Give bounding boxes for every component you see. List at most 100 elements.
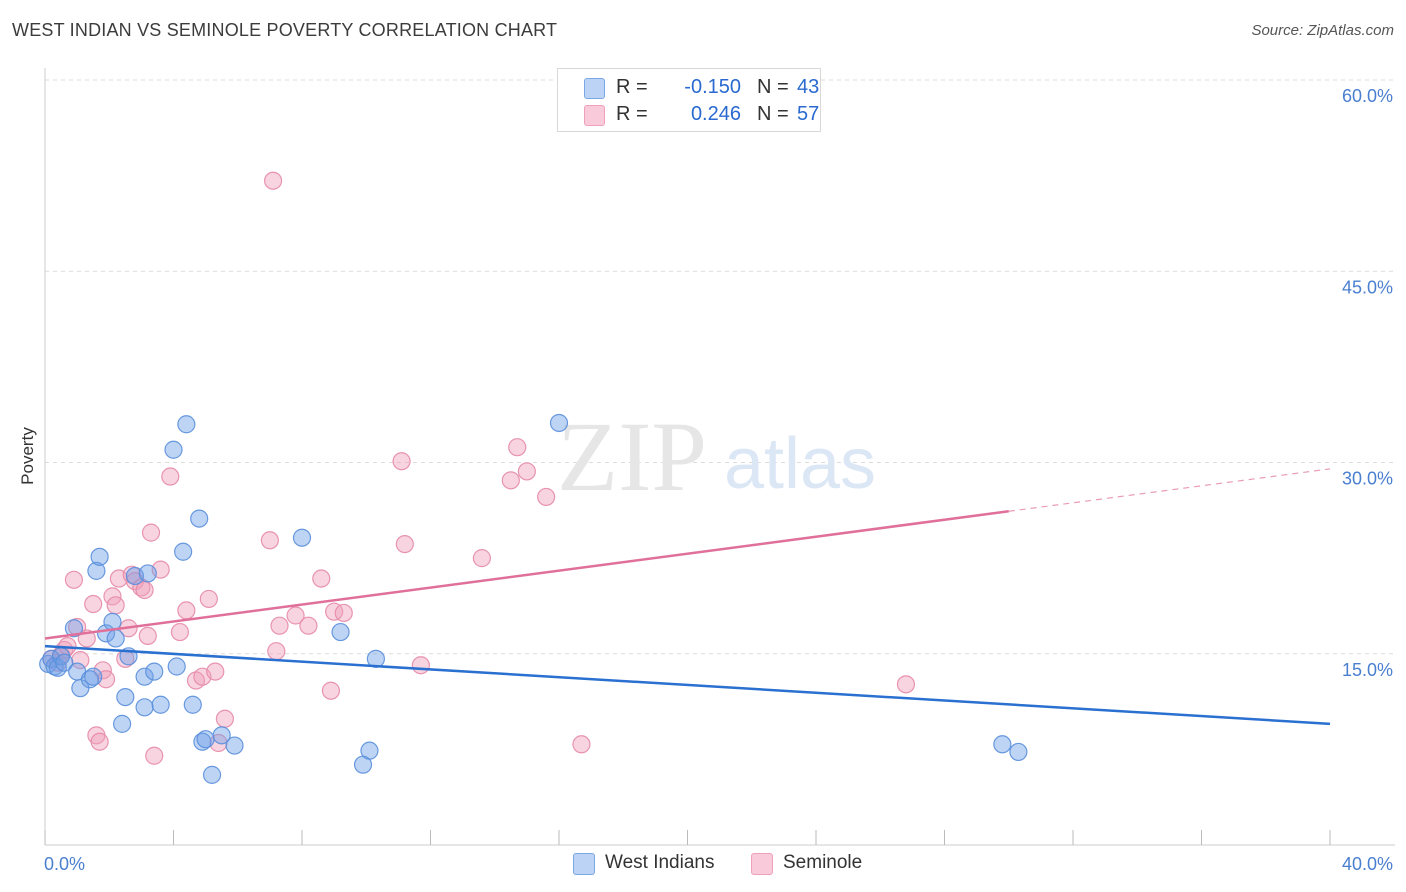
data-point [325, 602, 344, 621]
data-point [196, 730, 215, 749]
data-point [55, 653, 74, 672]
source-label: Source: ZipAtlas.com [1251, 22, 1394, 39]
data-point [206, 662, 225, 681]
data-point [267, 642, 286, 661]
west-indians-points [39, 413, 1028, 784]
data-point [193, 732, 212, 751]
data-point [331, 622, 350, 642]
data-point [112, 714, 132, 733]
data-point [138, 564, 157, 583]
legend-r-label: R = [616, 76, 648, 98]
correlation-legend: R = -0.150 N = 43 R = 0.246 N = 57 [557, 68, 821, 132]
data-point [896, 675, 916, 694]
data-point [141, 523, 161, 542]
data-point [549, 413, 569, 433]
watermark-zip: ZIP [557, 401, 707, 512]
data-point [80, 670, 100, 689]
data-point [64, 570, 84, 589]
data-point [135, 667, 154, 686]
data-point [225, 736, 244, 755]
data-point [174, 542, 193, 561]
data-point [263, 171, 283, 190]
data-point [508, 438, 527, 457]
data-point [212, 726, 231, 745]
seminole-points [42, 171, 916, 765]
seminole-trend-line [44, 510, 1009, 640]
legend-n-label: N = [757, 76, 789, 98]
y-tick-label: 15.0% [1342, 660, 1393, 680]
data-point [215, 709, 234, 728]
data-point [321, 681, 341, 700]
watermark-atlas: atlas [724, 424, 876, 504]
data-point [1009, 742, 1028, 762]
west-indians-trend-line [44, 644, 1331, 726]
gridlines [45, 79, 1395, 655]
data-point [90, 732, 109, 751]
tick-labels: 15.0% 30.0% 45.0% 60.0% 0.0% 40.0% [44, 86, 1393, 874]
data-point [517, 462, 536, 481]
data-point [177, 601, 196, 620]
legend-r-value: 0.246 [690, 103, 741, 125]
data-point [299, 616, 318, 635]
data-point [84, 594, 103, 614]
x-tick-label: 40.0% [1342, 854, 1393, 874]
data-point [993, 735, 1012, 754]
y-tick-label: 30.0% [1342, 469, 1393, 489]
data-point [135, 698, 154, 717]
data-point [392, 452, 411, 471]
data-point [145, 662, 164, 681]
legend-n-value: 43 [797, 76, 820, 98]
data-point [161, 467, 180, 486]
data-point [106, 629, 125, 648]
data-point [334, 603, 353, 623]
data-point [199, 589, 218, 609]
data-point [145, 746, 164, 765]
legend-swatch-pink [584, 105, 605, 126]
legend-r-label: R = [616, 103, 648, 125]
data-point [164, 440, 183, 459]
legend-label-seminole: Seminole [783, 852, 863, 873]
x-tick-label: 0.0% [44, 854, 85, 874]
data-point [84, 667, 103, 686]
data-point [138, 626, 157, 646]
data-point [167, 657, 186, 676]
data-point [87, 561, 106, 580]
trend-lines [44, 468, 1331, 726]
legend-n-value: 57 [797, 103, 820, 125]
data-point [260, 531, 279, 550]
legend-swatch-blue [584, 78, 605, 99]
legend-swatch-blue [573, 853, 595, 875]
axes [44, 68, 1395, 846]
y-tick-label: 60.0% [1342, 86, 1393, 106]
legend-label-west-indians: West Indians [605, 852, 715, 873]
data-point [572, 735, 591, 754]
data-point [202, 765, 222, 784]
chart-title: WEST INDIAN VS SEMINOLE POVERTY CORRELAT… [12, 20, 558, 40]
data-point [170, 622, 190, 642]
data-point [472, 549, 491, 568]
data-point [270, 616, 289, 635]
data-point [177, 415, 196, 434]
data-point [360, 741, 379, 760]
data-point [90, 547, 109, 566]
data-point [151, 695, 170, 714]
data-point [395, 534, 414, 554]
legend-n-label: N = [757, 103, 789, 125]
y-tick-label: 45.0% [1342, 277, 1393, 297]
data-point [312, 569, 331, 588]
data-point [116, 687, 135, 707]
legend-swatch-pink [751, 853, 773, 875]
data-point [64, 619, 84, 638]
data-point [183, 695, 202, 714]
seminole-trend-line-extension [1008, 468, 1331, 512]
data-point [411, 656, 430, 675]
y-axis-title: Poverty [18, 427, 37, 485]
data-point [292, 528, 312, 547]
data-point [106, 596, 125, 615]
data-point [190, 509, 209, 528]
legend-r-value: -0.150 [684, 76, 741, 98]
data-point [286, 606, 305, 625]
data-point [501, 471, 520, 490]
data-point [537, 487, 556, 507]
